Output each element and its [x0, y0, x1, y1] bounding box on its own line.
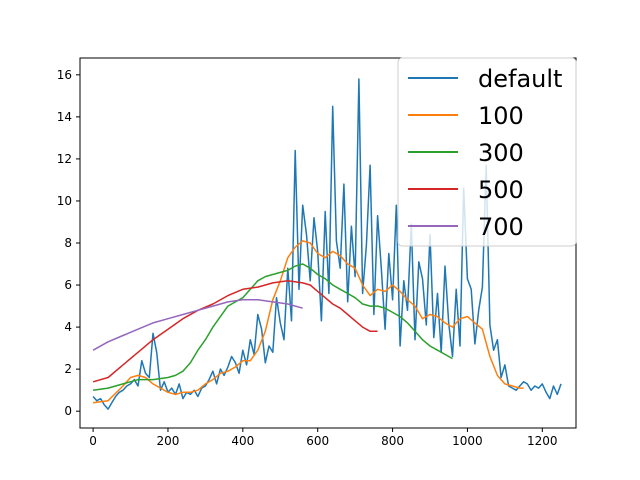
plot-area	[92, 78, 562, 410]
y-tick-label: 6	[64, 278, 72, 292]
legend-label-700: 700	[478, 213, 524, 241]
series-line-300	[92, 263, 453, 391]
x-axis: 0 200 400 600 800 1000 1200	[89, 428, 558, 448]
y-tick-label: 8	[64, 236, 72, 250]
x-tick-label: 1000	[452, 434, 483, 448]
legend-label-500: 500	[478, 176, 524, 204]
legend: default 100 300 500 700	[397, 57, 577, 247]
series-line-700	[92, 299, 303, 351]
y-tick-label: 4	[64, 320, 72, 334]
y-axis: 0 2 4 6 8 10 12 14 16	[57, 68, 80, 418]
x-tick-label: 0	[89, 434, 97, 448]
x-tick-label: 600	[306, 434, 329, 448]
series-line-default	[92, 78, 562, 410]
y-tick-label: 2	[64, 362, 72, 376]
y-tick-label: 12	[57, 152, 72, 166]
x-tick-label: 200	[157, 434, 180, 448]
legend-label-default: default	[478, 65, 562, 93]
legend-label-300: 300	[478, 139, 524, 167]
y-tick-label: 14	[57, 110, 72, 124]
x-tick-label: 400	[231, 434, 254, 448]
y-tick-label: 16	[57, 68, 72, 82]
x-tick-label: 800	[381, 434, 404, 448]
series-line-500	[92, 280, 378, 383]
series-line-100	[92, 240, 524, 404]
y-tick-label: 10	[57, 194, 72, 208]
legend-box	[397, 57, 577, 247]
y-tick-label: 0	[64, 404, 72, 418]
x-tick-label: 1200	[527, 434, 558, 448]
legend-label-100: 100	[478, 102, 524, 130]
